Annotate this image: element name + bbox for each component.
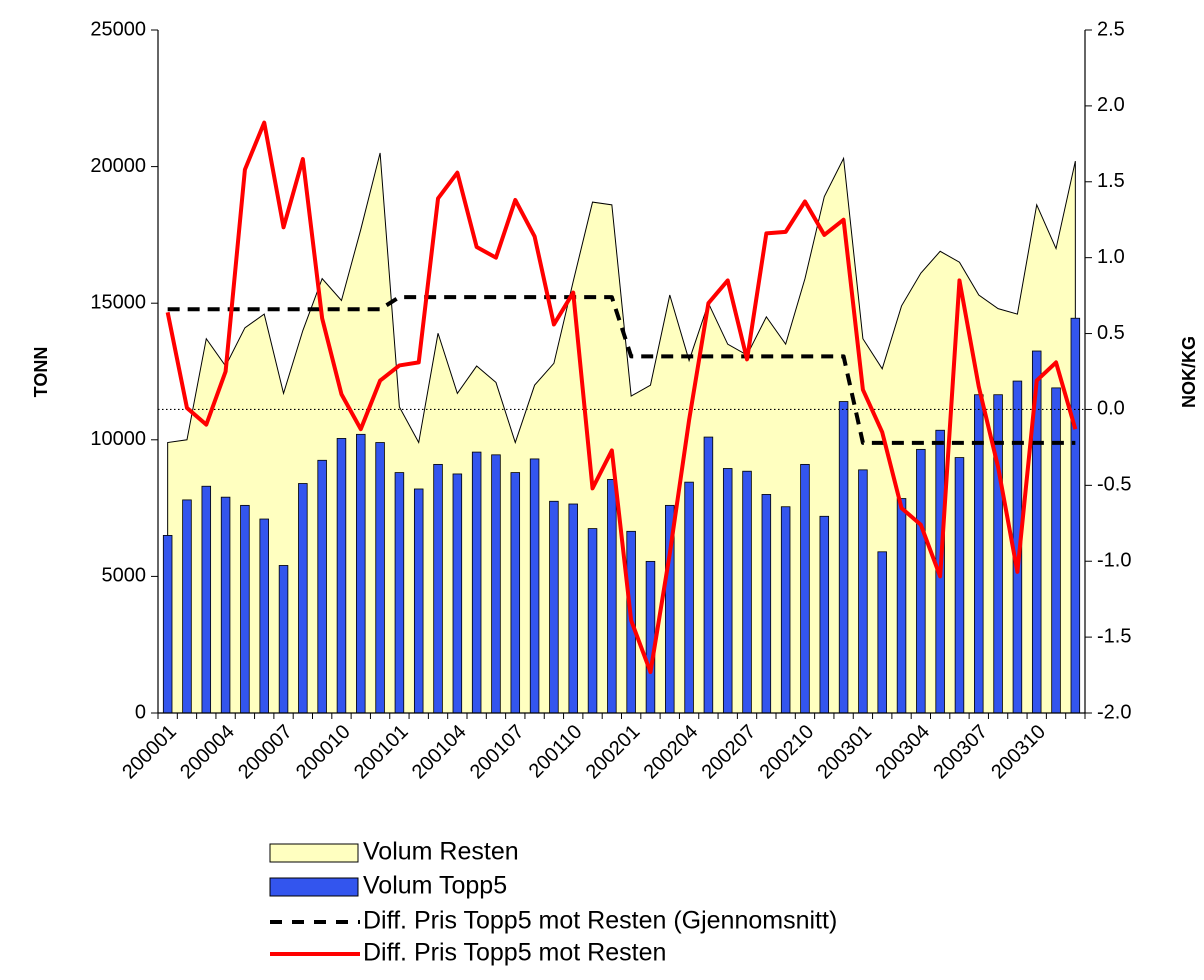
x-tick-label: 200207	[698, 721, 761, 784]
bar	[761, 494, 772, 714]
legend-swatch	[269, 877, 359, 897]
y-axis-label: TONN	[31, 347, 51, 398]
bar	[510, 472, 521, 714]
bar	[182, 499, 192, 714]
y2-tick-label: 1.5	[1097, 170, 1125, 192]
x-tick-label: 200210	[755, 721, 818, 784]
legend-label: Volum Topp5	[363, 872, 507, 900]
x-tick-label: 200307	[929, 721, 992, 784]
bar	[220, 496, 231, 714]
x-tick-label: 200110	[525, 721, 587, 783]
y-tick-label: 10000	[90, 428, 146, 450]
bar	[1070, 317, 1081, 714]
x-tick-label: 200301	[813, 721, 876, 784]
bar	[722, 468, 733, 714]
bar	[298, 483, 308, 714]
y2-tick-label: 2.5	[1097, 18, 1125, 40]
bar	[278, 565, 289, 714]
bar	[336, 438, 347, 714]
bar	[259, 518, 269, 714]
bar	[1051, 387, 1061, 714]
bar	[375, 442, 385, 714]
x-tick-label: 200001	[118, 721, 181, 784]
bar	[240, 504, 250, 714]
y2-tick-label: -2.0	[1097, 701, 1131, 723]
x-tick-label: 200004	[176, 721, 239, 784]
bar	[452, 473, 463, 714]
bar	[394, 472, 405, 714]
bar	[819, 515, 830, 714]
bar	[838, 401, 849, 714]
y-tick-label: 15000	[90, 291, 146, 313]
x-tick-label: 200010	[292, 721, 355, 784]
bar	[317, 459, 327, 714]
bar	[549, 500, 559, 714]
bar	[433, 463, 443, 714]
bar	[356, 433, 366, 714]
y-tick-label: 0	[135, 701, 146, 723]
x-tick-label: 200104	[408, 721, 471, 784]
y-tick-label: 20000	[90, 155, 146, 177]
bar	[780, 506, 791, 714]
y2-tick-label: 2.0	[1097, 94, 1125, 116]
bar	[703, 436, 714, 714]
legend-label: Diff. Pris Topp5 mot Resten	[363, 939, 666, 967]
y-tick-label: 25000	[90, 18, 146, 40]
y2-tick-label: 1.0	[1097, 246, 1125, 268]
area	[167, 152, 1076, 714]
bar	[471, 451, 482, 714]
bar	[742, 470, 752, 714]
y2-tick-label: 0.0	[1097, 398, 1125, 420]
bar	[645, 560, 656, 714]
bar	[587, 528, 598, 714]
bar	[413, 488, 424, 714]
bar	[916, 448, 926, 714]
bar	[568, 503, 578, 714]
x-tick-label: 200304	[871, 721, 934, 784]
line	[165, 120, 1078, 675]
y2-tick-label: 0.5	[1097, 322, 1125, 344]
y2-tick-label: -0.5	[1097, 474, 1131, 496]
y2-tick-label: -1.5	[1097, 625, 1131, 647]
bar	[896, 498, 907, 714]
bar	[800, 463, 810, 714]
bar	[858, 469, 868, 714]
legend-label: Diff. Pris Topp5 mot Resten (Gjennomsnit…	[363, 907, 837, 935]
legend-label: Volum Resten	[363, 838, 519, 866]
x-tick-label: 200201	[582, 721, 645, 784]
bar	[201, 485, 212, 714]
x-tick-label: 200101	[350, 721, 413, 784]
y-tick-label: 5000	[102, 565, 147, 587]
y2-tick-label: -1.0	[1097, 550, 1131, 572]
y2-axis-label: NOK/KG	[1179, 336, 1199, 408]
x-tick-label: 200204	[640, 721, 703, 784]
bar	[491, 454, 501, 714]
line	[167, 295, 1076, 445]
x-tick-label: 200310	[987, 721, 1050, 784]
bar	[162, 535, 173, 714]
x-tick-label: 200107	[466, 721, 529, 784]
bar	[954, 457, 965, 714]
x-tick-label: 200007	[234, 721, 297, 784]
bar	[684, 481, 694, 714]
bar	[877, 551, 887, 714]
legend-swatch	[269, 843, 359, 863]
bar	[529, 458, 540, 714]
bar	[607, 479, 617, 714]
